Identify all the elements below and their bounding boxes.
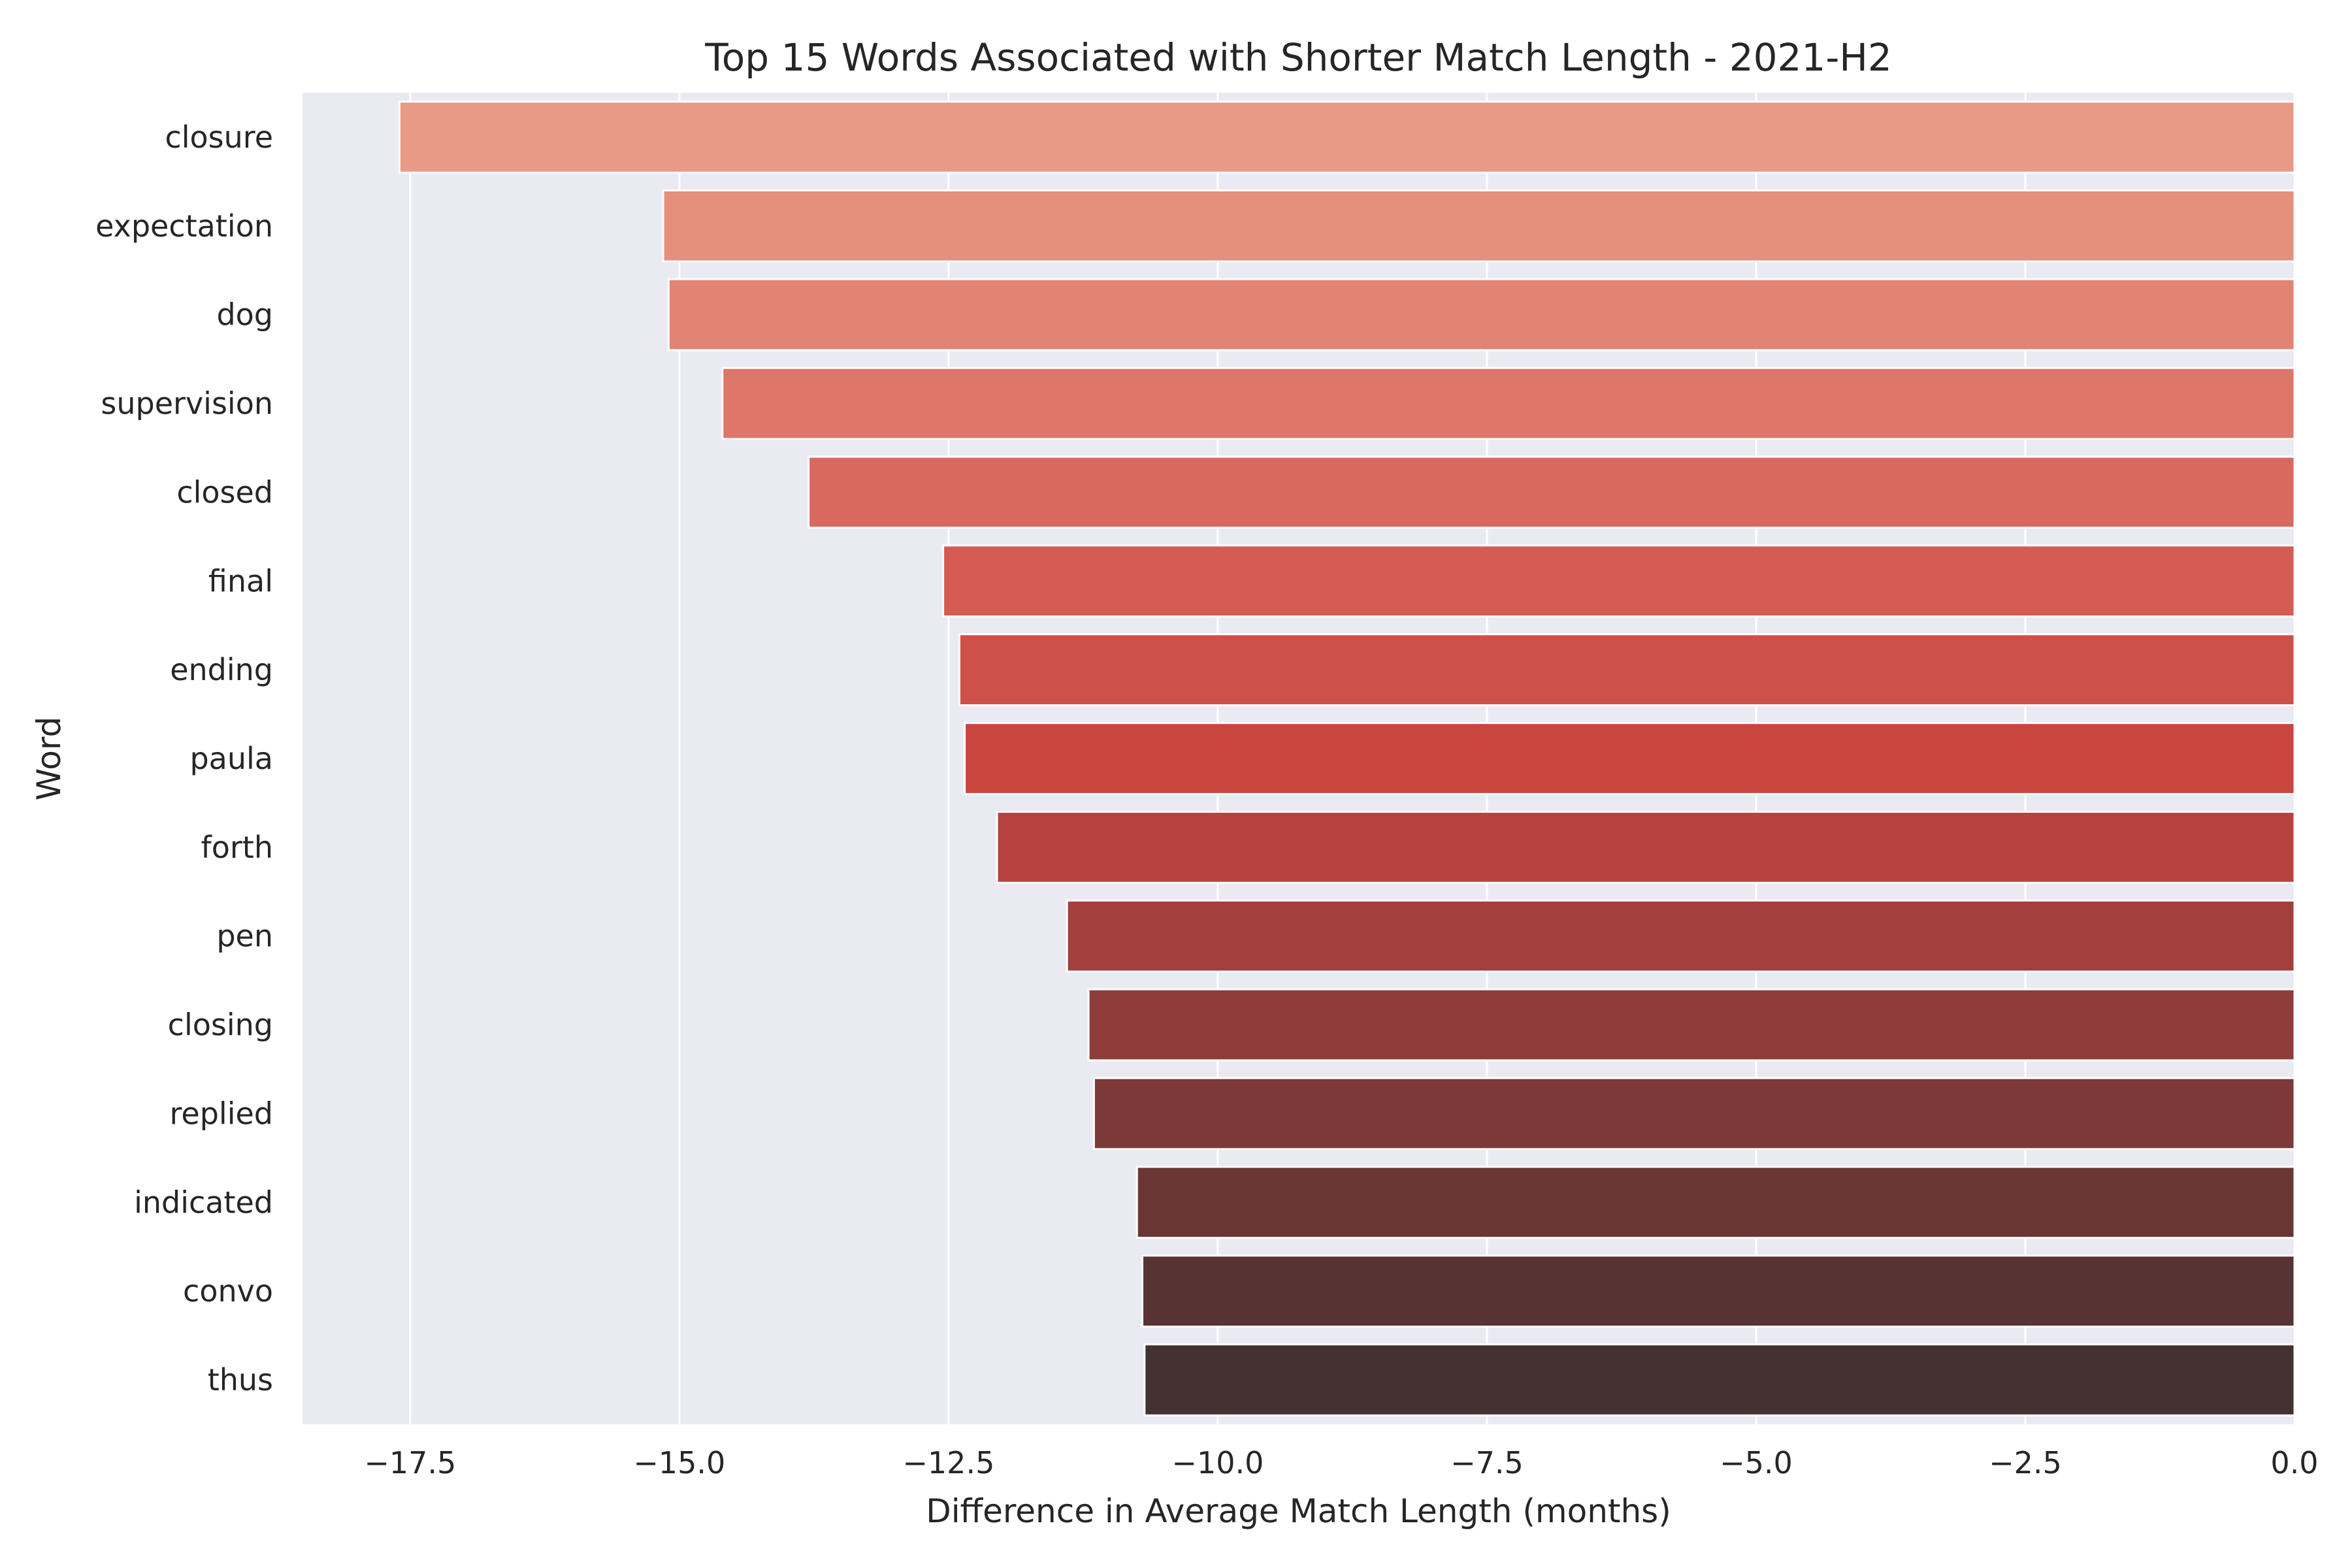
y-tick-label-indicated: indicated: [134, 1184, 273, 1220]
x-tick-label: −15.0: [633, 1445, 725, 1480]
bar-convo: [1141, 1254, 2296, 1328]
y-tick-label-closure: closure: [165, 120, 273, 155]
y-tick-label-dog: dog: [216, 297, 273, 333]
y-tick-label-pen: pen: [216, 919, 273, 954]
y-tick-label-closed: closed: [176, 474, 273, 510]
y-tick-label-closing: closing: [168, 1007, 273, 1043]
bar-forth: [996, 811, 2296, 884]
x-tick-label: −10.0: [1171, 1445, 1264, 1480]
x-tick-labels: −17.5 −15.0 −12.5 −10.0 −7.5 −5.0 −2.5 0.0: [364, 1445, 2318, 1480]
bar-expectation: [662, 189, 2296, 263]
bar-dog: [667, 278, 2296, 351]
y-tick-label-paula: paula: [189, 741, 273, 776]
x-tick-label: −2.5: [1989, 1445, 2062, 1480]
x-tick-label: −7.5: [1450, 1445, 1524, 1480]
bars: [398, 101, 2296, 1416]
y-tick-label-replied: replied: [170, 1096, 273, 1131]
y-tick-label-convo: convo: [183, 1273, 273, 1309]
y-tick-label-expectation: expectation: [95, 208, 273, 244]
y-tick-label-supervision: supervision: [101, 386, 273, 421]
x-tick-label: 0.0: [2270, 1445, 2318, 1480]
y-tick-label-forth: forth: [201, 830, 273, 865]
bar-closure: [398, 101, 2296, 174]
bar-final: [942, 544, 2296, 618]
y-tick-label-thus: thus: [208, 1362, 273, 1397]
bar-supervision: [721, 367, 2296, 440]
x-tick-label: −5.0: [1720, 1445, 1793, 1480]
y-axis-title: Word: [30, 717, 68, 801]
x-tick-label: −17.5: [364, 1445, 456, 1480]
y-tick-label-final: final: [208, 563, 273, 598]
x-axis-title: Difference in Average Match Length (mont…: [926, 1492, 1671, 1530]
chart-title: Top 15 Words Associated with Shorter Mat…: [704, 35, 1892, 80]
x-tick-label: −12.5: [902, 1445, 994, 1480]
bar-paula: [964, 722, 2296, 795]
bar-ending: [958, 633, 2296, 706]
bar-replied: [1092, 1077, 2296, 1151]
bar-thus: [1143, 1343, 2296, 1416]
bar-indicated: [1135, 1166, 2296, 1239]
bar-closed: [808, 455, 2296, 529]
bar-pen: [1066, 899, 2296, 973]
y-tick-labels: closure expectation dog supervision closed fi…: [95, 120, 273, 1397]
y-tick-label-ending: ending: [170, 652, 273, 687]
bar-closing: [1087, 988, 2296, 1062]
